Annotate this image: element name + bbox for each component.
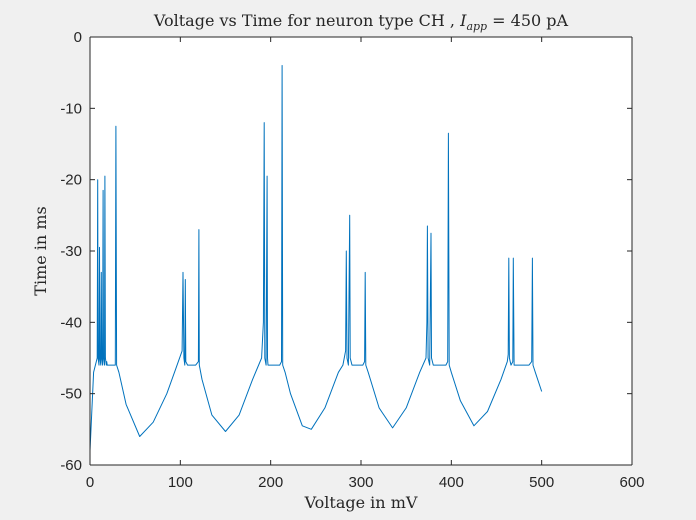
x-axis-title: Voltage in mV	[304, 493, 418, 512]
chart-title: Voltage vs Time for neuron type CH , Iap…	[153, 11, 569, 33]
y-tick-label: -60	[60, 457, 82, 474]
x-tick-label: 100	[168, 474, 193, 491]
y-tick-label: -30	[60, 243, 82, 260]
plot-area	[90, 37, 632, 465]
x-tick-label: 500	[529, 474, 554, 491]
x-tick-label: 200	[258, 474, 283, 491]
y-tick-label: -20	[60, 172, 82, 189]
x-tick-label: 0	[86, 474, 94, 491]
series-layer	[89, 65, 543, 451]
y-axis-title: Time in ms	[31, 206, 50, 295]
y-tick-label: -40	[60, 314, 82, 331]
y-tick-label: 0	[74, 29, 82, 46]
ticks-layer: 0 100 200 300 400 500 600 0 -10 -20 -30 -40 -50 -60	[60, 29, 644, 491]
x-tick-label: 300	[348, 474, 373, 491]
series-line-0	[89, 65, 543, 451]
x-tick-label: 400	[439, 474, 464, 491]
x-tick-label: 600	[619, 474, 644, 491]
y-tick-label: -50	[60, 386, 82, 403]
y-tick-label: -10	[60, 100, 82, 117]
